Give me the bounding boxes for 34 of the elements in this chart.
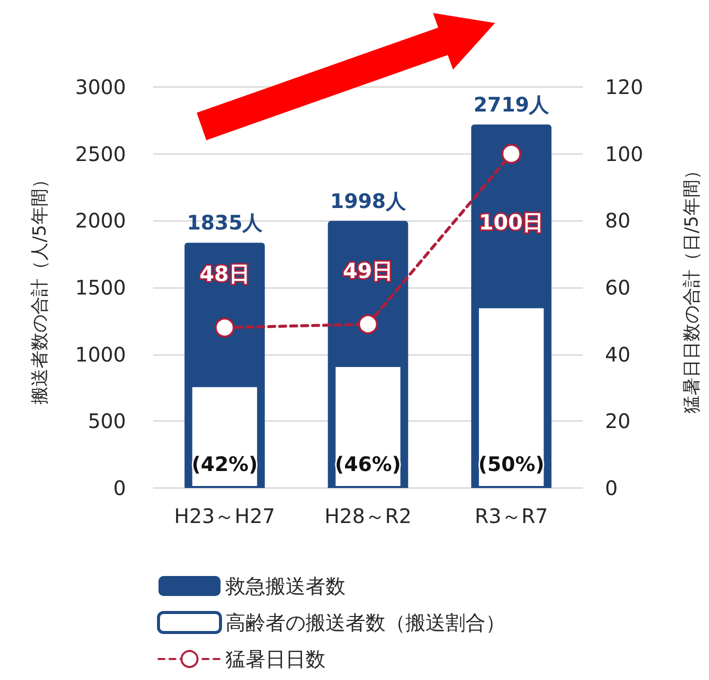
- y2-tick-label: 20: [605, 409, 630, 434]
- y2-tick-label: 80: [605, 208, 630, 233]
- y-axis-title: 搬送者数の合計（人/5年間）: [30, 170, 50, 404]
- y-tick-label: 2500: [75, 142, 126, 166]
- y-tick-label: 1500: [75, 276, 126, 300]
- x-tick-label: H28～R2: [324, 504, 412, 528]
- y-tick-label: 1000: [75, 342, 126, 366]
- annotation: (46%): [334, 452, 402, 476]
- y-tick-label: 3000: [75, 75, 126, 99]
- annotation: (50%): [478, 452, 544, 476]
- y2-tick-label: 120: [605, 75, 644, 99]
- data-label: 1998人: [330, 188, 407, 213]
- y2-tick-label: 40: [605, 342, 630, 366]
- point: [501, 144, 522, 164]
- y-tick-label: 2000: [75, 208, 126, 233]
- legend-label: 猛暑日日数: [226, 647, 326, 671]
- y2-axis-title: 猛暑日日数の合計（日/5年間）: [682, 162, 702, 414]
- y2-tick-label: 100: [605, 142, 644, 166]
- data-label: 2719人: [473, 92, 550, 117]
- y-tick-label: 500: [88, 409, 126, 434]
- x-tick-label: H23～H27: [174, 504, 276, 528]
- point: [358, 314, 378, 334]
- point: [214, 318, 235, 338]
- x-tick-label: R3～R7: [474, 504, 548, 528]
- data-label: 100日: [478, 210, 544, 234]
- legend-label: 高齢者の搬送者数（搬送割合）: [226, 610, 506, 634]
- legend-label: 救急搬送者数: [224, 574, 346, 598]
- y-tick-label: 0: [113, 476, 126, 500]
- data-label: 48日: [200, 262, 250, 286]
- data-label: 49日: [342, 258, 394, 283]
- annotation: (42%): [192, 452, 258, 476]
- y2-tick-label: 60: [605, 276, 630, 300]
- data-label: 1835人: [186, 210, 264, 235]
- y2-tick-label: 0: [605, 476, 618, 500]
